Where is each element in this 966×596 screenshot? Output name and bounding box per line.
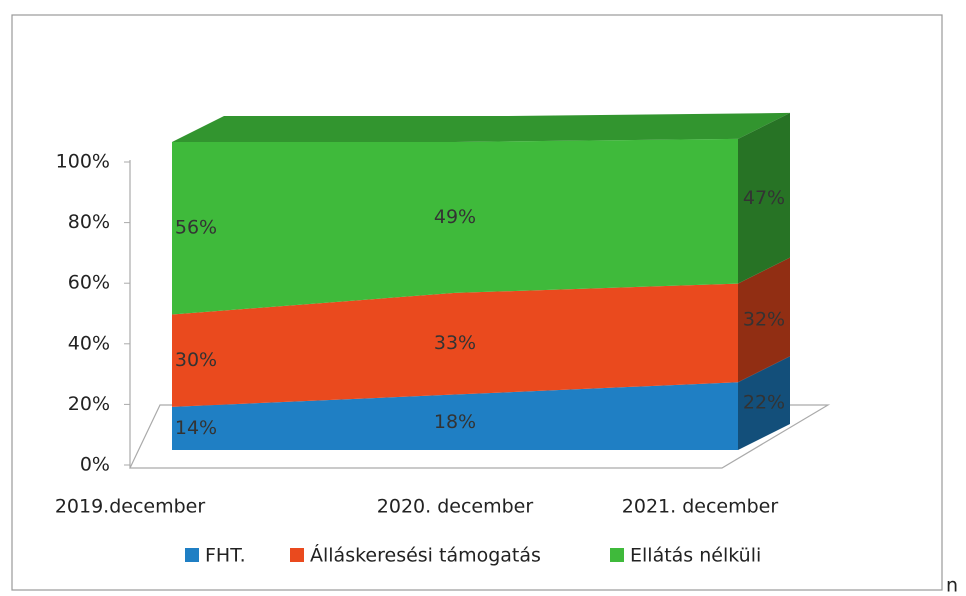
data-label: 32% xyxy=(743,308,785,330)
data-label: 18% xyxy=(434,411,476,433)
area-side xyxy=(738,356,790,450)
data-label: 14% xyxy=(175,417,217,439)
legend-label: Ellátás nélküli xyxy=(630,545,761,567)
legend-swatch xyxy=(610,548,624,562)
area-front xyxy=(172,138,738,315)
x-tick-label: 2020. december xyxy=(377,496,534,518)
area-side xyxy=(738,112,790,284)
data-label: 47% xyxy=(743,187,785,209)
legend-swatch xyxy=(290,548,304,562)
legend-label: Álláskeresési támogatás xyxy=(310,544,541,567)
floor xyxy=(129,404,831,469)
data-label: 30% xyxy=(175,349,217,371)
y-tick-label: 100% xyxy=(56,151,110,173)
data-label: 33% xyxy=(434,332,476,354)
fragment-text: n xyxy=(946,575,958,596)
legend-swatch xyxy=(185,548,199,562)
area-front xyxy=(172,382,738,450)
area-side xyxy=(738,257,790,383)
data-label: 49% xyxy=(434,206,476,228)
y-tick-label: 20% xyxy=(68,393,110,415)
data-label: 22% xyxy=(743,392,785,414)
y-tick-label: 40% xyxy=(68,332,110,354)
x-tick-label: 2019.december xyxy=(55,496,206,518)
x-tick-label: 2021. december xyxy=(622,496,779,518)
data-label: 56% xyxy=(175,217,217,239)
area-top xyxy=(172,112,790,142)
y-tick-label: 0% xyxy=(80,454,110,476)
legend-label: FHT. xyxy=(205,545,246,567)
y-tick-label: 60% xyxy=(68,272,110,294)
y-tick-label: 80% xyxy=(68,211,110,233)
area-front xyxy=(172,283,738,407)
